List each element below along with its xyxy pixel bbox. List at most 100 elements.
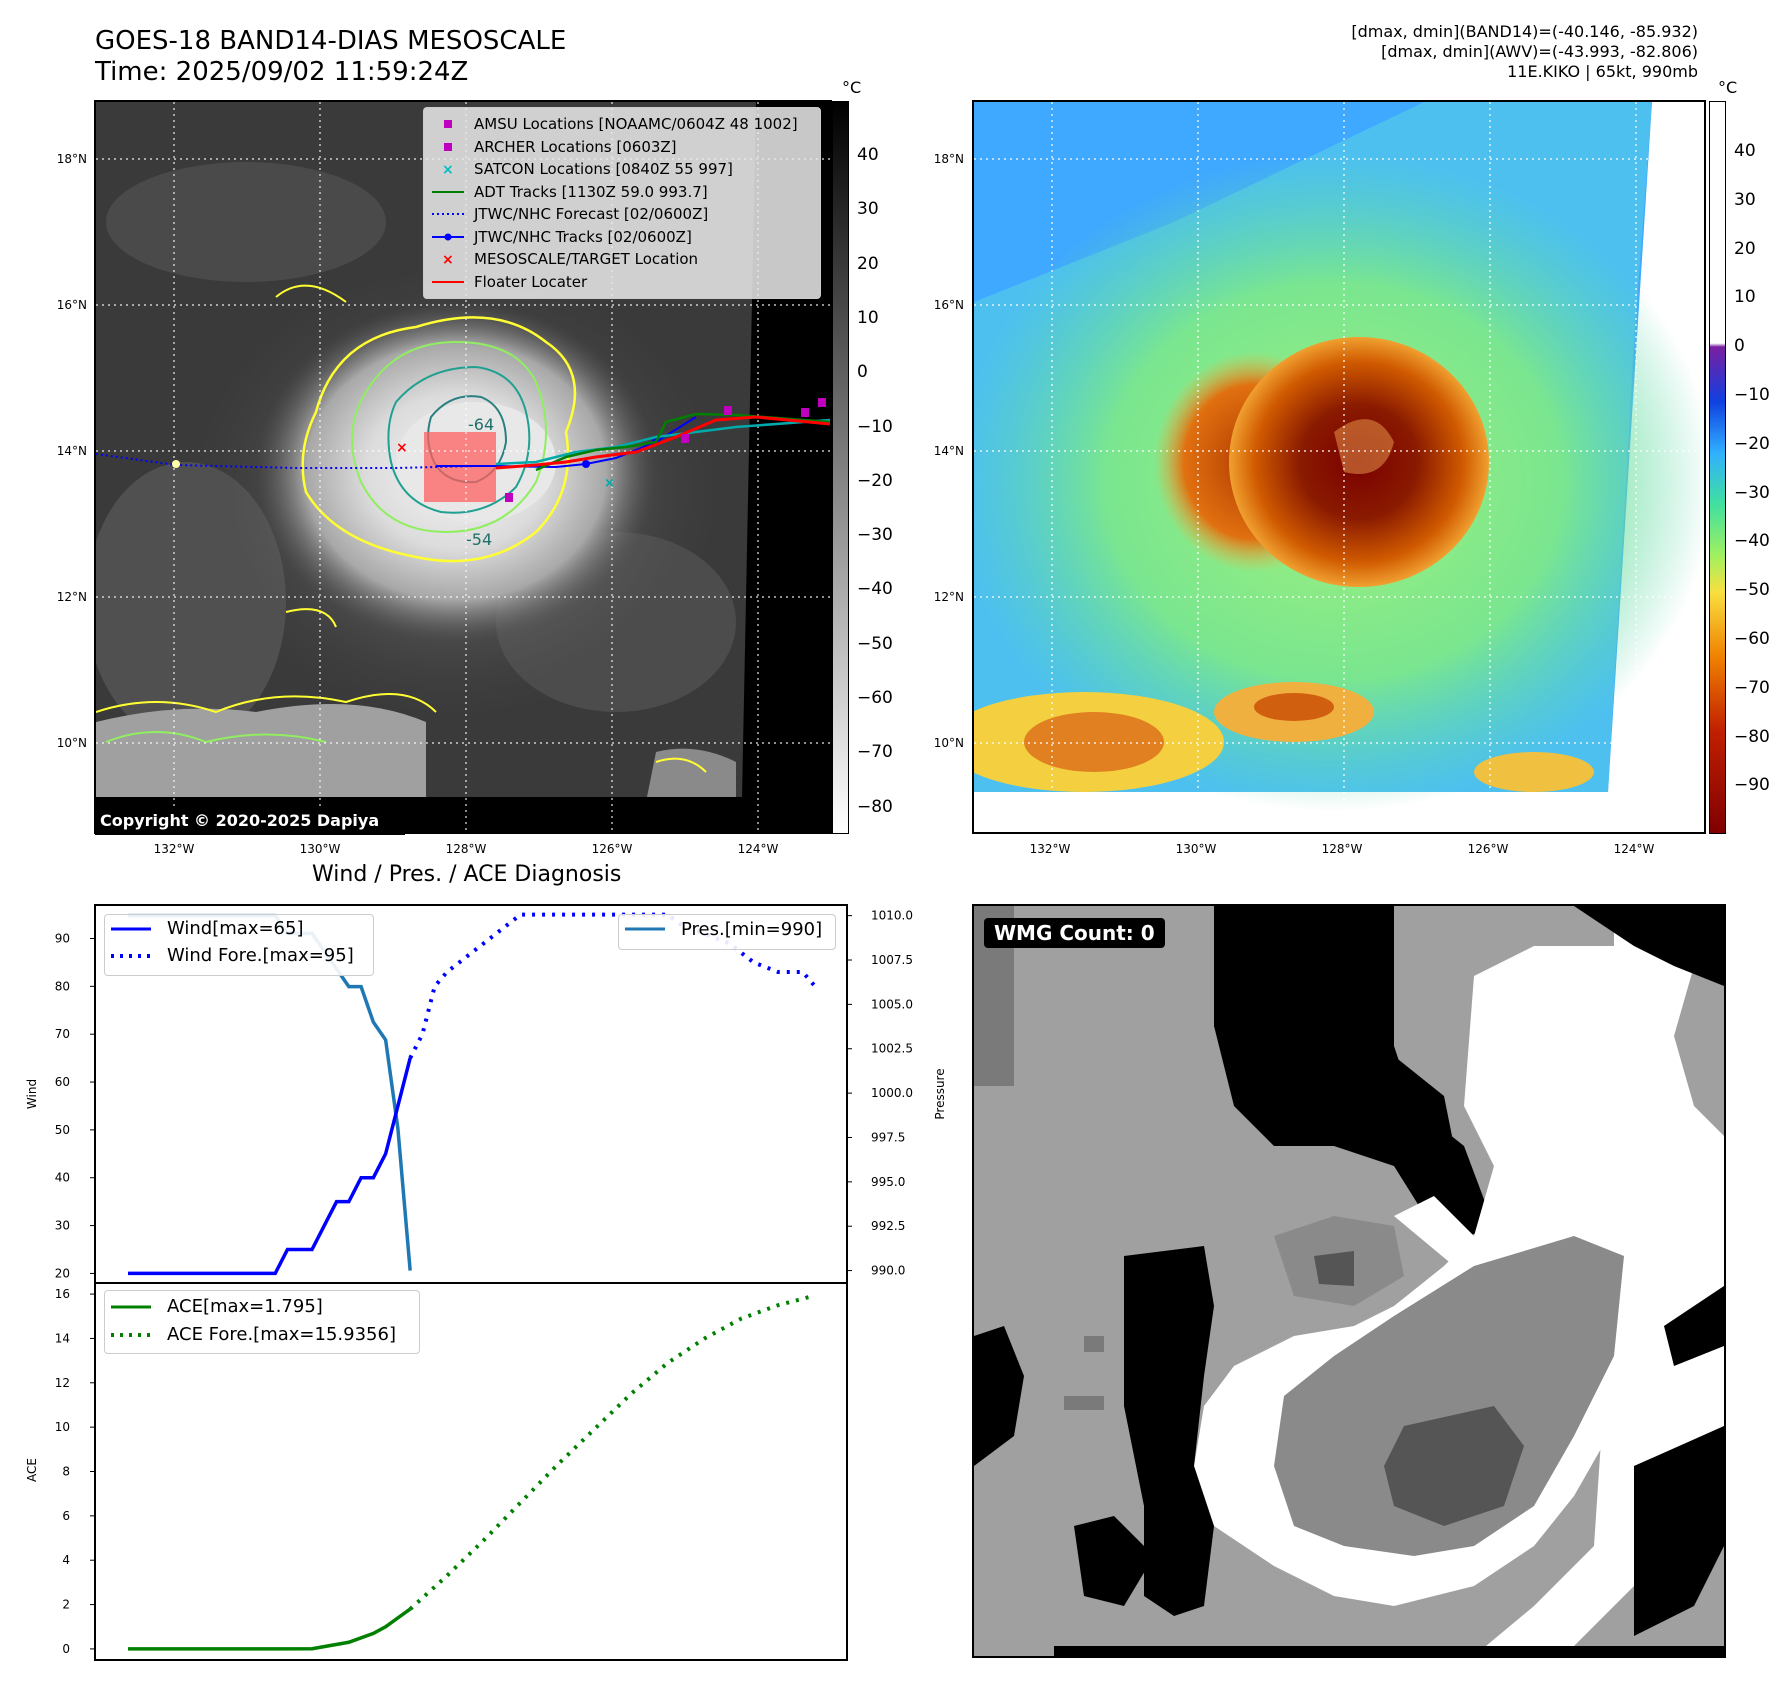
svg-text:×: × xyxy=(396,440,408,456)
colorbar-tick: −10 xyxy=(857,416,893,437)
ace-tick-label: 16 xyxy=(55,1287,70,1301)
ace-tick-label: 12 xyxy=(55,1376,70,1390)
ir-colorbar xyxy=(832,101,849,834)
svg-text:×: × xyxy=(604,476,615,491)
lon-label: 124°W xyxy=(737,842,779,856)
colorbar-tick: 20 xyxy=(1734,238,1756,259)
legend-label: Floater Locater xyxy=(474,272,588,291)
wind-tick-label: 30 xyxy=(55,1219,70,1233)
lat-label: 14°N xyxy=(56,444,87,458)
lat-label: 16°N xyxy=(56,298,87,312)
colorbar-tick: 40 xyxy=(1734,141,1756,161)
ir-map-panel: × × -64 -54 xyxy=(94,100,832,834)
lon-label: 130°W xyxy=(299,842,341,856)
pressure-tick-label: 992.5 xyxy=(871,1219,905,1233)
wind-legend-label: Wind[max=65] xyxy=(167,918,304,939)
colorbar-tick: 0 xyxy=(857,362,868,383)
colorbar-tick: 30 xyxy=(857,199,879,220)
lon-label: 128°W xyxy=(445,842,487,856)
wind-forecast-series xyxy=(408,912,817,1060)
pressure-tick-label: 1000.0 xyxy=(871,1086,913,1100)
legend-label: SATCON Locations [0840Z 55 997] xyxy=(474,160,733,178)
colorbar-tick: −30 xyxy=(1734,482,1770,503)
ace-tick-label: 4 xyxy=(62,1553,70,1567)
colorbar-tick: −70 xyxy=(857,742,893,763)
wind-tick-label: 90 xyxy=(55,931,70,945)
wind-tick-label: 70 xyxy=(55,1027,70,1041)
legend-label: ARCHER Locations [0603Z] xyxy=(474,137,677,156)
pressure-tick-label: 1010.0 xyxy=(871,909,913,923)
wmg-panel xyxy=(972,904,1726,1658)
ace-axis-label: ACE xyxy=(25,1458,39,1482)
legend-label: JTWC/NHC Tracks [02/0600Z] xyxy=(474,227,692,246)
awv-map-image xyxy=(974,102,1704,832)
map-legend: AMSU Locations [NOAAMC/0604Z 48 1002] ARC… xyxy=(423,107,821,299)
wind-legend-symbols xyxy=(111,927,151,958)
pressure-axis-label: Pressure xyxy=(933,1068,947,1119)
lat-label: 10°N xyxy=(933,736,964,750)
pressure-tick-label: 1007.5 xyxy=(871,953,913,967)
wind-tick-label: 40 xyxy=(55,1171,70,1185)
ace-legend: ACE[max=1.795] ACE Fore.[max=15.9356] xyxy=(104,1290,420,1354)
diagnosis-title: Wind / Pres. / ACE Diagnosis xyxy=(312,862,622,887)
svg-text:×: × xyxy=(442,162,454,178)
diagnosis-chart: 2030405060708090990.0992.5995.0997.51000… xyxy=(25,904,947,1661)
ace-tick-label: 10 xyxy=(55,1420,70,1434)
pressure-tick-label: 990.0 xyxy=(871,1264,905,1278)
wind-tick-label: 60 xyxy=(55,1075,70,1089)
contour-label: -54 xyxy=(466,530,492,549)
colorbar-tick: −90 xyxy=(1734,775,1770,796)
lon-label: 132°W xyxy=(153,842,195,856)
colorbar-tick: −60 xyxy=(857,688,893,708)
legend-symbol xyxy=(432,233,464,240)
legend-symbol: × xyxy=(442,162,454,178)
colorbar-tick: −10 xyxy=(1734,385,1770,405)
info-storm: 11E.KIKO | 65kt, 990mb xyxy=(1507,62,1698,81)
pressure-tick-label: 1002.5 xyxy=(871,1042,913,1056)
legend-label: JTWC/NHC Forecast [02/0600Z] xyxy=(474,205,709,223)
ace-tick-label: 14 xyxy=(55,1331,70,1345)
pressure-tick-label: 1005.0 xyxy=(871,997,913,1011)
lon-label: 124°W xyxy=(1613,842,1655,856)
awv-map-panel xyxy=(972,100,1706,834)
pressure-legend-label: Pres.[min=990] xyxy=(681,919,823,940)
colorbar-tick: −60 xyxy=(1734,629,1770,649)
colorbar-tick: −30 xyxy=(857,525,893,546)
wind-tick-label: 80 xyxy=(55,979,70,993)
svg-text:×: × xyxy=(442,252,454,268)
info-band14: [dmax, dmin](BAND14)=(-40.146, -85.932) xyxy=(1351,22,1698,41)
colorbar-tick: 0 xyxy=(1734,336,1745,357)
legend-symbol: × xyxy=(442,252,454,268)
ace-series xyxy=(128,1607,412,1651)
ace-forecast-legend-label: ACE Fore.[max=15.9356] xyxy=(167,1324,396,1345)
colorbar-tick: −80 xyxy=(857,796,893,817)
colorbar-tick: 10 xyxy=(857,307,879,328)
lon-label: 128°W xyxy=(1321,842,1363,856)
colorbar-tick: −20 xyxy=(1734,433,1770,454)
legend-label: ADT Tracks [1130Z 59.0 993.7] xyxy=(474,182,708,201)
lon-label: 130°W xyxy=(1175,842,1217,856)
wind-axis-label: Wind xyxy=(25,1079,39,1109)
wind-forecast-legend-label: Wind Fore.[max=95] xyxy=(167,945,354,966)
pressure-legend: Pres.[min=990] xyxy=(618,914,836,950)
ir-map-image: × × -64 -54 xyxy=(96,102,830,832)
colorbar-tick: 10 xyxy=(1734,287,1756,308)
pressure-tick-label: 995.0 xyxy=(871,1175,905,1189)
lat-label: 18°N xyxy=(933,152,964,166)
ace-legend-symbols xyxy=(111,1305,151,1337)
ace-tick-label: 6 xyxy=(62,1509,70,1523)
ace-tick-label: 2 xyxy=(62,1598,70,1612)
wmg-image xyxy=(974,906,1724,1656)
colorbar-tick: −40 xyxy=(1734,531,1770,552)
lon-label: 132°W xyxy=(1029,842,1071,856)
lon-label: 126°W xyxy=(1467,842,1509,856)
colorbar-tick: 40 xyxy=(857,145,879,165)
legend-symbol xyxy=(444,120,452,128)
colorbar-tick: −50 xyxy=(1734,580,1770,601)
colorbar-tick: −70 xyxy=(1734,677,1770,698)
copyright: Copyright © 2020-2025 Dapiya xyxy=(95,807,405,835)
lat-label: 12°N xyxy=(933,590,964,604)
ace-forecast-series xyxy=(408,1293,816,1611)
colorbar-tick: −80 xyxy=(1734,726,1770,747)
colorbar-tick: 30 xyxy=(1734,189,1756,210)
